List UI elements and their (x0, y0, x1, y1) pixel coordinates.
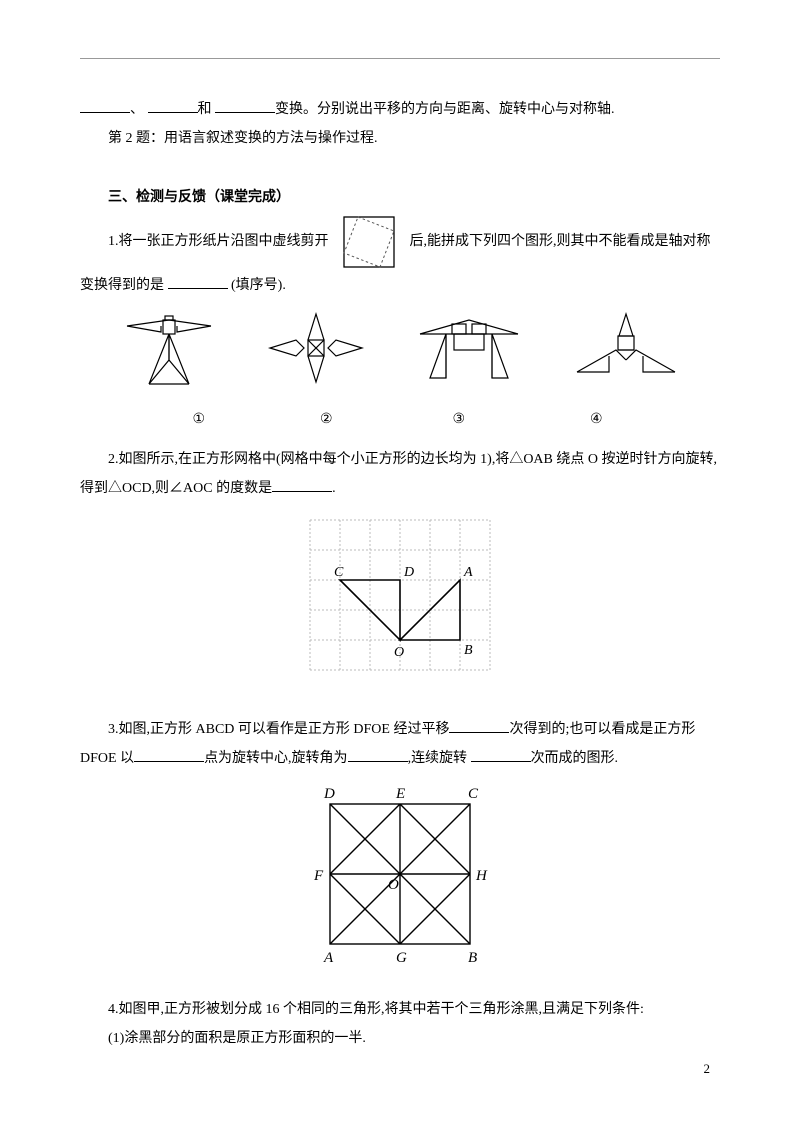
label-O: O (388, 877, 399, 893)
figure-2 (266, 310, 366, 388)
text: 3.如图,正方形 ABCD 可以看作是正方形 DFOE 经过平移 (108, 722, 449, 737)
q4-text-a: 4.如图甲,正方形被划分成 16 个相同的三角形,将其中若干个三角形涂黑,且满足… (80, 995, 720, 1024)
figure-label-2: ② (286, 405, 366, 434)
text: 1.将一张正方形纸片沿图中虚线剪开 (108, 234, 329, 249)
blank[interactable] (471, 748, 531, 762)
figure-3 (414, 310, 524, 388)
label-O: O (394, 645, 404, 660)
text: 点为旋转中心,旋转角为 (204, 751, 348, 766)
q2-figure: C D A O B (80, 514, 720, 705)
blank[interactable] (272, 478, 332, 492)
label-B: B (468, 950, 477, 966)
square-cut-diagram (338, 213, 400, 271)
label-A: A (463, 565, 473, 580)
label-H: H (475, 868, 488, 884)
text: 和 (198, 102, 212, 117)
label-C: C (468, 786, 479, 802)
figure-label-3: ③ (414, 405, 504, 434)
blank[interactable] (148, 99, 198, 113)
q1-text: 1.将一张正方形纸片沿图中虚线剪开 后,能拼成下列四个图形,则其中不能看成是轴对… (80, 213, 720, 300)
label-F: F (313, 868, 324, 884)
q4-text-b: (1)涂黑部分的面积是原正方形面积的一半. (80, 1024, 720, 1053)
figure-4 (571, 310, 681, 388)
blank[interactable] (348, 748, 408, 762)
page-number: 2 (704, 1055, 711, 1082)
blank[interactable] (134, 748, 204, 762)
question-2-intro: 第 2 题：用语言叙述变换的方法与操作过程. (80, 124, 720, 153)
label-G: G (396, 950, 407, 966)
blank[interactable] (80, 99, 130, 113)
q1-figures (80, 310, 720, 399)
blank[interactable] (168, 275, 228, 289)
label-E: E (395, 786, 405, 802)
text: 、 (130, 102, 144, 117)
figure-1 (119, 310, 219, 388)
text: . (332, 481, 336, 496)
label-C: C (334, 565, 344, 580)
intro-line1: 、 和 变换。分别说出平移的方向与距离、旋转中心与对称轴. (80, 95, 720, 124)
label-B: B (464, 643, 473, 658)
section-3-title: 三、检测与反馈（课堂完成） (80, 183, 720, 212)
label-D: D (403, 565, 414, 580)
q1-figure-labels: ① ② ③ ④ (80, 405, 720, 434)
figure-label-4: ④ (551, 405, 641, 434)
label-A: A (323, 950, 334, 966)
text: 次而成的图形. (531, 751, 619, 766)
blank[interactable] (449, 719, 509, 733)
figure-label-1: ① (159, 405, 239, 434)
blank[interactable] (215, 99, 275, 113)
q2-text: 2.如图所示,在正方形网格中(网格中每个小正方形的边长均为 1),将△OAB 绕… (80, 445, 720, 504)
label-D: D (323, 786, 335, 802)
text: 变换。分别说出平移的方向与距离、旋转中心与对称轴. (275, 102, 615, 117)
text: 2.如图所示,在正方形网格中(网格中每个小正方形的边长均为 1),将△OAB 绕… (80, 452, 717, 496)
text: ,连续旋转 (408, 751, 468, 766)
q3-figure: D E C F O H A G B (80, 784, 720, 985)
q3-text: 3.如图,正方形 ABCD 可以看作是正方形 DFOE 经过平移次得到的;也可以… (80, 715, 720, 774)
text: (填序号). (231, 278, 286, 293)
